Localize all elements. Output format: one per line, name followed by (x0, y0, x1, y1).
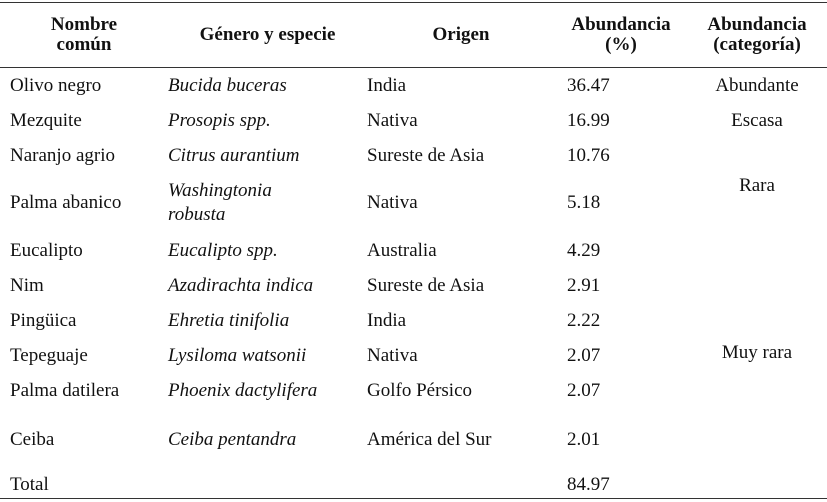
table-cell: Nativa (367, 192, 418, 213)
table-cell: Nativa (367, 109, 418, 131)
table-cell: Australia (367, 239, 437, 261)
table-cell: Nim (10, 274, 44, 296)
cell-text: Abundancia (%) (571, 14, 671, 55)
table-cell: Washingtonia robusta (168, 173, 367, 233)
table-cell: Ceiba (10, 429, 55, 450)
table-cell: Palma datilera (10, 379, 120, 401)
table-row: Olivo negro Bucida buceras India 36.47 Abund… (0, 68, 827, 104)
table-cell: 16.99 (567, 109, 610, 131)
table-row: Pingüica Ehretia tinifolia India 2.22 (0, 303, 827, 338)
table-cell: Phoenix dactylifera (168, 379, 318, 401)
table-cell: Sureste de Asia (367, 144, 485, 166)
table-cell: 2.07 (567, 379, 601, 401)
table-cell: Azadirachta indica (168, 274, 314, 296)
category-cell: Abundante (715, 74, 799, 96)
table-cell: India (367, 74, 407, 96)
table-cell: Ceiba pentandra (168, 429, 297, 450)
cell-text: América del Sur (367, 429, 492, 450)
table-row: Nim Azadirachta indica Sureste de Asia 2.91 (0, 268, 827, 303)
column-header: Abundancia (%) (555, 2, 687, 68)
table-cell: América del Sur (367, 408, 555, 472)
table-cell: Prosopis spp. (168, 109, 271, 131)
total-value: 84.97 (555, 472, 687, 499)
table-row: Ceiba Ceiba pentandra América del Sur 2.01 (0, 408, 827, 472)
table-cell: Palma abanico (10, 192, 122, 213)
table-cell: Sureste de Asia (367, 274, 485, 296)
table-cell: 2.07 (567, 344, 601, 366)
cell-text: Washingtonia robusta (168, 180, 272, 225)
table-row: Mezquite Prosopis spp. Nativa 16.99 Escasa (0, 103, 827, 138)
column-header: Nombre común (0, 2, 168, 68)
table-cell: Pingüica (10, 309, 77, 331)
table-cell: 5.18 (567, 192, 601, 213)
table-row: Tepeguaje Lysiloma watsonii Nativa 2.07 (0, 338, 827, 373)
table-cell: Citrus aurantium (168, 144, 300, 166)
category-cell: Muy rara (721, 341, 793, 363)
table-cell: 4.29 (567, 239, 601, 261)
cell-text: Origen (432, 24, 490, 45)
table-cell: Nativa (367, 344, 418, 366)
cell-text: Nombre común (50, 14, 118, 55)
table-cell: 2.91 (567, 274, 601, 296)
table-cell (687, 472, 827, 499)
table-row: Naranjo agrio Citrus aurantium Sureste de … (0, 138, 827, 196)
total-row: Total 84.97 (0, 472, 827, 499)
table-cell: Eucalipto (10, 239, 83, 261)
total-label: Total (0, 472, 168, 499)
table-cell: Tepeguaje (10, 344, 88, 366)
cell-text: Género y especie (199, 24, 336, 45)
table-cell: Naranjo agrio (10, 144, 115, 166)
column-header: Abundancia (categoría) (687, 2, 827, 68)
table-row: Palma abanico Washingtonia robusta Nativa 5… (0, 173, 827, 233)
table-cell: Olivo negro (10, 74, 102, 96)
table-cell: India (367, 309, 407, 331)
category-cell: Escasa (731, 109, 783, 131)
table-cell: Mezquite (10, 109, 82, 131)
table-cell: 2.01 (567, 429, 601, 450)
table-cell: 36.47 (567, 74, 610, 96)
table-row: Eucalipto Eucalipto spp. Australia 4.29 Muy … (0, 233, 827, 363)
table-cell: Ehretia tinifolia (168, 309, 290, 331)
table-cell: Lysiloma watsonii (168, 344, 307, 366)
table-cell: 10.76 (567, 144, 610, 166)
table-cell (367, 472, 555, 499)
cell-text: Abundancia (categoría) (707, 14, 807, 55)
table-cell: Bucida buceras (168, 74, 287, 96)
column-header: Género y especie (168, 2, 367, 68)
category-cell: Rara (739, 174, 775, 196)
table-cell: 2.22 (567, 309, 601, 331)
column-header: Origen (367, 2, 555, 68)
header-row: Nombre común Género y especie Origen Abunda… (0, 2, 827, 68)
table-cell: Golfo Pérsico (367, 379, 473, 401)
table-cell: Eucalipto spp. (168, 239, 278, 261)
table-cell (168, 472, 367, 499)
table-row: Palma datilera Phoenix dactylifera Golfo P… (0, 373, 827, 408)
